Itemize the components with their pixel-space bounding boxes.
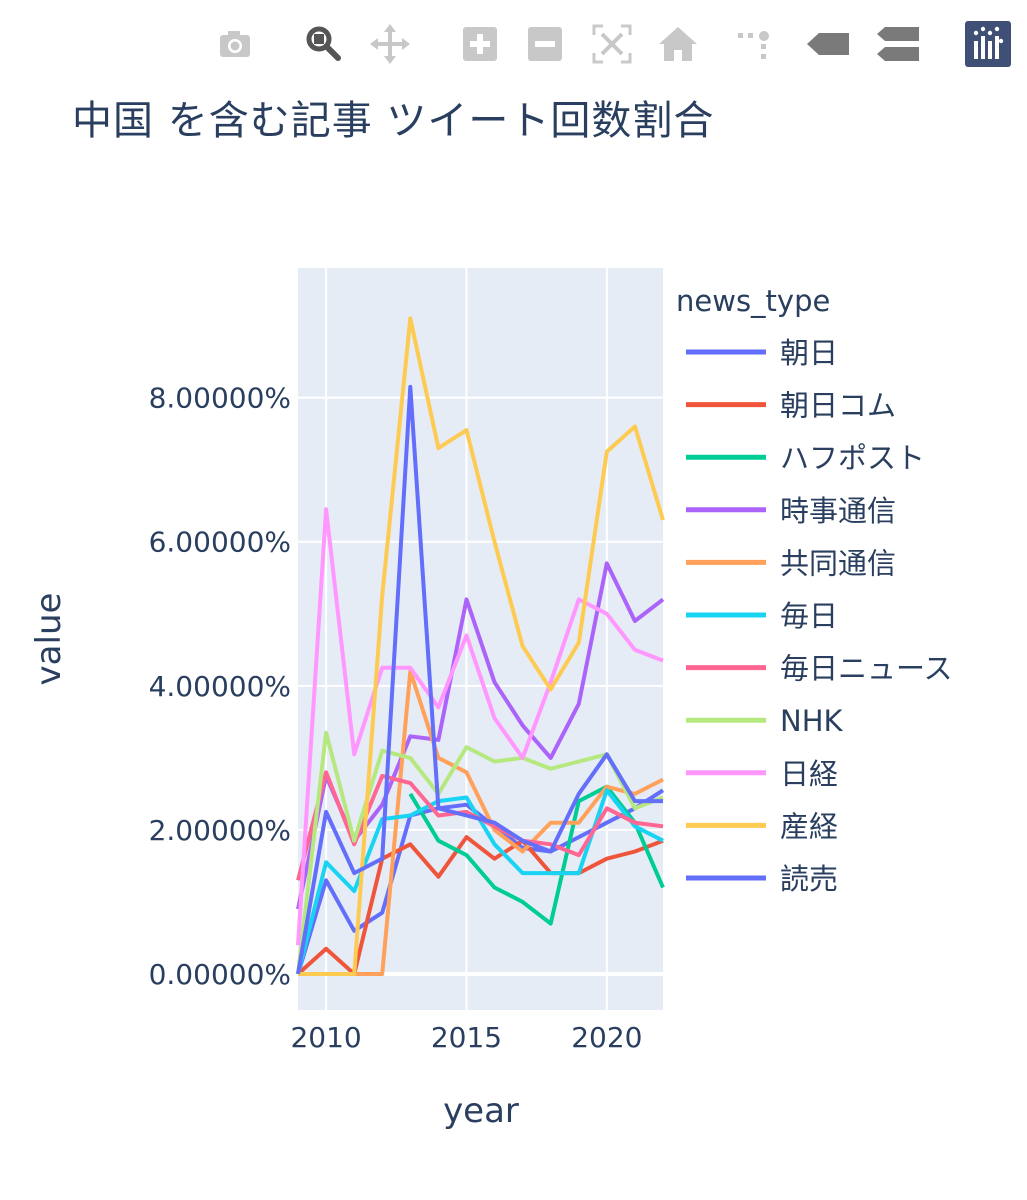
y-tick-label: 8.00000% <box>149 382 291 415</box>
y-tick-label: 6.00000% <box>149 526 291 559</box>
y-tick-label: 2.00000% <box>149 814 291 847</box>
x-tick-label: 2010 <box>290 1021 361 1054</box>
legend-item[interactable]: 共同通信 <box>686 546 896 580</box>
reset-axes-icon[interactable] <box>653 18 703 70</box>
zoom-out-icon[interactable] <box>520 18 570 70</box>
y-tick-label: 4.00000% <box>149 670 291 703</box>
legend-item[interactable]: 読売 <box>686 862 838 896</box>
zoom-icon[interactable] <box>298 18 348 70</box>
x-tick-label: 2015 <box>431 1021 502 1054</box>
legend-label: 時事通信 <box>780 494 896 528</box>
x-tick-label: 2020 <box>571 1021 642 1054</box>
series-line[interactable] <box>296 730 664 975</box>
legend-item[interactable]: 毎日 <box>686 599 838 633</box>
legend-title: news_type <box>676 284 830 318</box>
series-line[interactable] <box>296 835 664 976</box>
legend-label: 毎日 <box>780 599 838 633</box>
series-line[interactable] <box>296 507 664 946</box>
legend-item[interactable]: ハフポスト <box>686 441 925 475</box>
legend-label: 読売 <box>780 862 838 896</box>
legend-label: ハフポスト <box>780 441 925 475</box>
chart-title: 中国 を含む記事 ツイート回数割合 <box>72 98 715 144</box>
legend-label: 朝日コム <box>780 389 896 423</box>
hover-compare-icon[interactable] <box>873 18 923 70</box>
legend-item[interactable]: 時事通信 <box>686 494 896 528</box>
y-axis-label: value <box>29 593 69 686</box>
series-line[interactable] <box>298 316 665 976</box>
modebar <box>210 18 1020 70</box>
autoscale-icon[interactable] <box>587 18 637 70</box>
legend-label: 共同通信 <box>780 546 896 580</box>
legend-label: 毎日ニュース <box>780 652 953 686</box>
legend-item[interactable]: 毎日ニュース <box>686 652 953 686</box>
pan-icon[interactable] <box>365 18 415 70</box>
legend-item[interactable]: 産経 <box>686 809 838 843</box>
series-line[interactable] <box>408 784 665 926</box>
legend-label: 朝日 <box>780 336 838 370</box>
series-line[interactable] <box>296 384 663 975</box>
legend-label: NHK <box>780 704 844 738</box>
legend-item[interactable]: 朝日コム <box>686 389 896 423</box>
legend-item[interactable]: 朝日 <box>686 336 838 370</box>
y-tick-label: 0.00000% <box>149 958 291 991</box>
legend-item[interactable]: NHK <box>686 704 844 738</box>
x-axis-label: year <box>443 1091 519 1131</box>
camera-icon[interactable] <box>210 18 260 70</box>
spike-lines-icon[interactable] <box>730 18 780 70</box>
hover-closest-icon[interactable] <box>803 18 853 70</box>
legend-item[interactable]: 日経 <box>686 757 838 791</box>
legend-label: 産経 <box>780 809 838 843</box>
series-line[interactable] <box>298 669 664 976</box>
legend-label: 日経 <box>780 757 838 791</box>
plotly-logo-icon[interactable] <box>963 18 1013 70</box>
zoom-in-icon[interactable] <box>455 18 505 70</box>
